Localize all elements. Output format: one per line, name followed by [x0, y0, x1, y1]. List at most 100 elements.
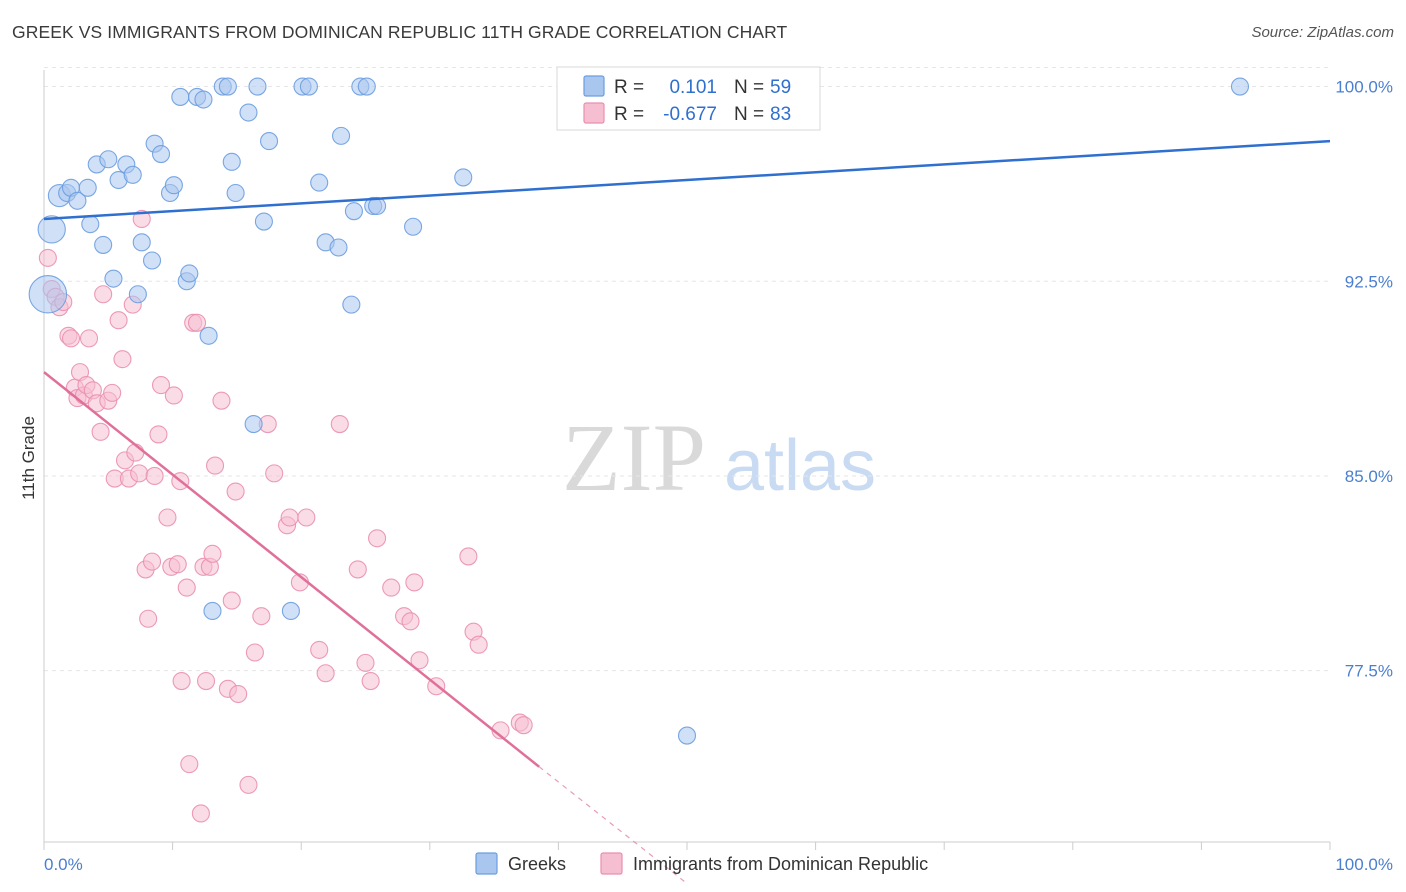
greeks-point: [94, 235, 113, 254]
dominican-point: [61, 329, 81, 348]
greeks-point: [68, 191, 87, 210]
legend-n-label-1: N =: [734, 77, 764, 98]
greeks-point: [677, 726, 697, 745]
dominican-point: [103, 383, 122, 402]
greeks-point: [81, 215, 100, 234]
dominican-trend-line: [43, 371, 540, 768]
dominican-point: [405, 573, 424, 592]
bottom-legend-label-dominican: Immigrants from Dominican Republic: [633, 854, 928, 874]
trend-lines: [43, 139, 1331, 885]
greeks-point: [239, 103, 258, 122]
greeks-point: [281, 601, 300, 621]
x-tick-labels: 0.0% 100.0%: [44, 855, 1393, 874]
dominican-point: [459, 547, 478, 566]
axes: [43, 70, 1331, 850]
dominican-point: [164, 386, 183, 405]
y-tick-label: 92.5%: [1345, 272, 1393, 291]
dominican-point: [196, 671, 216, 691]
greeks-point: [104, 269, 123, 288]
greeks-point: [344, 202, 363, 221]
bottom-legend-swatch-dominican: [600, 852, 623, 875]
bottom-legend-swatch-greeks: [475, 852, 498, 875]
dominican-trend-extension: [538, 766, 688, 885]
dominican-point: [297, 508, 316, 527]
legend-n-label-2: N =: [734, 104, 764, 125]
series-legend: Greeks Immigrants from Dominican Republi…: [475, 852, 928, 875]
legend-r-label-2: R =: [614, 104, 644, 125]
dominican-point: [38, 248, 57, 267]
legend-r-value-2: -0.677: [663, 104, 717, 125]
dominican-point: [132, 209, 151, 229]
dominican-point: [410, 651, 429, 670]
dominican-point: [222, 591, 241, 610]
dominican-point: [203, 544, 222, 563]
greeks-point: [151, 145, 171, 164]
greeks-point: [254, 212, 273, 231]
legend-r-value-1: 0.101: [669, 77, 717, 98]
dominican-point: [356, 653, 375, 672]
greeks-point: [248, 77, 267, 96]
source-label: Source: ZipAtlas.com: [1251, 24, 1394, 41]
greeks-point: [171, 87, 190, 106]
series-greeks-points: [28, 77, 1250, 745]
greeks-point: [37, 215, 66, 244]
greeks-trend-line: [43, 139, 1331, 221]
greeks-point: [164, 176, 183, 195]
dominican-point: [514, 716, 533, 735]
greeks-point: [142, 251, 162, 270]
legend-n-value-1: 59: [770, 77, 791, 98]
greeks-point: [78, 178, 97, 197]
dominican-point: [205, 456, 225, 475]
greeks-point: [28, 274, 68, 314]
greeks-point: [454, 168, 473, 187]
dominican-point: [151, 376, 171, 395]
dominican-point: [130, 464, 149, 483]
watermark-atlas: atlas: [724, 426, 876, 506]
dominican-point: [368, 529, 387, 548]
dominican-point: [316, 664, 335, 683]
dominican-point: [180, 755, 199, 774]
dominican-point: [310, 640, 329, 659]
greeks-point: [310, 173, 329, 192]
y-tick-label: 100.0%: [1335, 78, 1393, 97]
greeks-point: [299, 77, 318, 96]
greeks-point: [99, 150, 118, 169]
greeks-point: [203, 601, 222, 621]
greeks-point: [1230, 77, 1250, 96]
dominican-point: [126, 443, 145, 462]
dominican-point: [229, 684, 248, 704]
dominican-point: [239, 775, 258, 794]
dominican-point: [187, 313, 207, 332]
greeks-point: [128, 285, 147, 304]
watermark: ZIP atlas: [562, 404, 876, 511]
dominican-point: [226, 482, 245, 501]
greeks-point: [222, 152, 241, 171]
greeks-point: [218, 77, 237, 96]
dominican-point: [109, 311, 128, 330]
legend-n-value-2: 83: [770, 104, 791, 125]
greeks-point: [404, 217, 423, 236]
dominican-point: [382, 578, 401, 597]
greeks-point: [357, 77, 376, 96]
greeks-point: [244, 414, 263, 434]
greeks-point: [329, 238, 348, 257]
greeks-point: [180, 264, 199, 283]
greeks-point: [368, 196, 387, 216]
dominican-point: [177, 578, 196, 597]
chart-title: GREEK VS IMMIGRANTS FROM DOMINICAN REPUB…: [12, 22, 788, 42]
y-tick-label: 77.5%: [1345, 662, 1393, 681]
dominican-point: [401, 612, 420, 631]
dominican-point: [348, 560, 367, 579]
legend-r-label-1: R =: [614, 77, 644, 98]
correlation-legend: R = 0.101 N = 59 R = -0.677 N = 83: [556, 66, 821, 131]
dominican-point: [469, 635, 488, 654]
dominican-point: [142, 552, 162, 571]
y-tick-labels: 77.5% 85.0% 92.5% 100.0%: [1335, 78, 1393, 681]
dominican-point: [79, 329, 99, 348]
greeks-point: [259, 132, 279, 151]
dominican-point: [168, 555, 187, 574]
dominican-point: [280, 508, 299, 527]
y-axis-label: 11th Grade: [19, 416, 38, 500]
greeks-point: [332, 126, 351, 145]
